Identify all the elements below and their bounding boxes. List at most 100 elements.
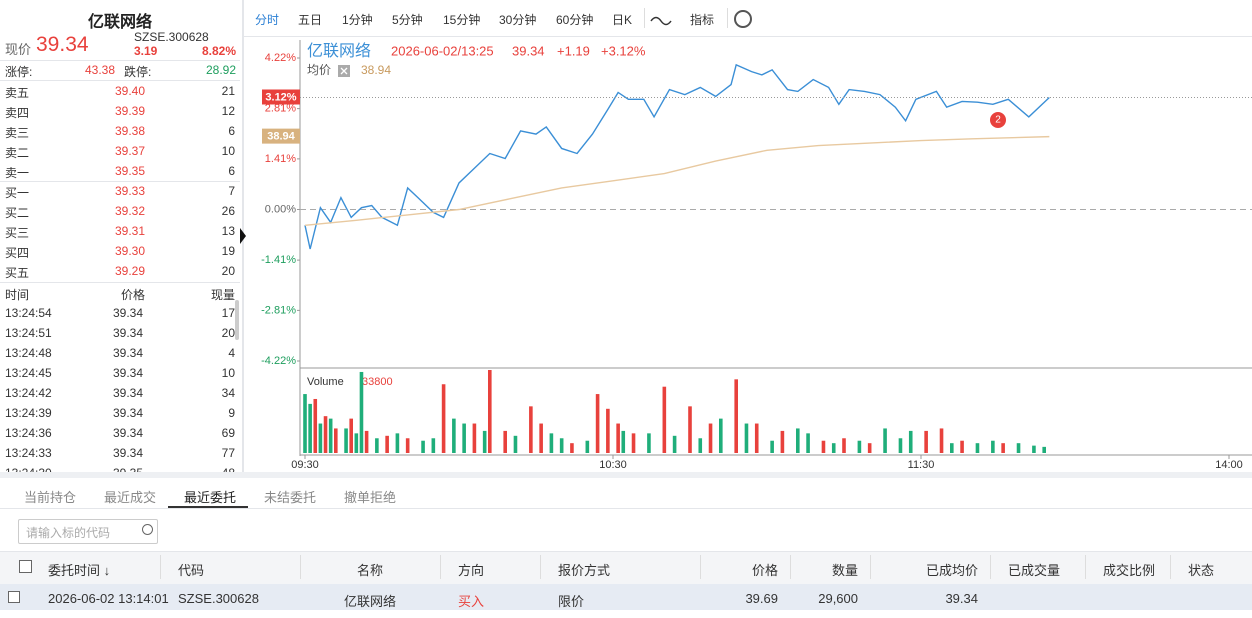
separator <box>727 8 728 28</box>
volume-bar <box>344 428 348 453</box>
tab[interactable]: 最近成交 <box>104 490 157 505</box>
period-tab[interactable]: 60分钟 <box>556 13 594 27</box>
volume-bar <box>647 433 651 453</box>
trade-cell: 39.34 <box>113 326 144 340</box>
trade-cell: 13:24:45 <box>5 366 52 380</box>
divider <box>0 60 240 61</box>
volume-bar <box>328 418 333 453</box>
volume-bar <box>960 440 964 453</box>
volume-bar <box>939 428 944 453</box>
wave-icon <box>650 16 672 26</box>
volume-bar <box>359 371 364 453</box>
price-tag-text: 3.12% <box>265 91 296 103</box>
volume-bar <box>431 438 436 453</box>
code: SZSE.300628 <box>134 30 209 44</box>
volume-bar <box>385 435 389 453</box>
volume-bar <box>308 403 312 453</box>
volume-bar <box>452 418 456 453</box>
volume-bar <box>354 433 359 453</box>
divider <box>0 181 240 182</box>
y-tick-label: -2.81% <box>261 304 296 316</box>
y-tick-label: 1.41% <box>265 153 296 165</box>
y-tick-label: 4.22% <box>265 52 296 64</box>
volume-bar <box>421 440 425 453</box>
volume-bar <box>462 423 466 453</box>
volume-bar <box>395 433 400 453</box>
volume-bar <box>719 418 723 453</box>
table-header <box>0 551 1252 584</box>
change: 3.19 <box>134 44 158 58</box>
trade-cell: 13:24:30 <box>5 466 52 472</box>
tab[interactable]: 当前持仓 <box>24 490 77 505</box>
volume-bar <box>405 438 410 453</box>
book-volume: 26 <box>221 204 235 218</box>
book-price: 39.37 <box>114 144 145 158</box>
indicator[interactable]: 指标 <box>690 13 715 27</box>
checkbox[interactable] <box>8 591 20 603</box>
quote-change_pct: +3.12% <box>601 43 646 58</box>
book-volume: 6 <box>228 124 235 138</box>
volume-bar <box>796 428 800 453</box>
book-price: 39.40 <box>114 84 145 98</box>
price-line <box>304 63 1050 250</box>
trade-cell: 48 <box>222 466 235 472</box>
settings-icon[interactable] <box>734 10 752 28</box>
book-price: 39.39 <box>114 104 145 118</box>
volume-bar <box>631 433 636 453</box>
volume-bar <box>549 433 554 453</box>
table-row <box>0 584 1252 610</box>
book-price: 39.29 <box>114 264 145 278</box>
column-header: 数量 <box>831 563 858 578</box>
tab[interactable]: 最近委托 <box>184 490 237 505</box>
tab[interactable]: 未结委托 <box>264 490 317 505</box>
volume-bar <box>821 440 826 453</box>
search-box[interactable] <box>18 519 158 544</box>
collapse-arrow[interactable] <box>240 228 246 244</box>
period-tab[interactable]: 五日 <box>298 13 323 27</box>
book-volume: 20 <box>221 264 235 278</box>
period-tab[interactable]: 分时 <box>255 13 280 27</box>
volume-bar <box>734 379 738 453</box>
tab[interactable]: 撤单拒绝 <box>344 490 397 505</box>
divider <box>0 282 240 283</box>
quote-last: 39.34 <box>512 43 545 58</box>
volume-bar <box>349 418 353 453</box>
column-header: 价格 <box>751 563 778 578</box>
volume-label: Volume <box>307 376 344 388</box>
column-divider <box>1085 555 1086 579</box>
volume-max: 33800 <box>362 376 393 388</box>
volume-bar <box>991 440 995 453</box>
volume-bar <box>513 435 518 453</box>
volume-bar <box>482 430 487 453</box>
volume-bar <box>770 440 774 453</box>
volume-bar <box>950 443 954 453</box>
limit-down: 28.92 <box>205 63 236 77</box>
trade-cell: 39.34 <box>113 386 144 400</box>
trade-cell: 13:24:42 <box>5 386 52 400</box>
volume-bar <box>616 423 620 453</box>
y-tick-label: -4.22% <box>261 355 296 367</box>
scrollbar <box>235 300 239 340</box>
period-tab[interactable]: 30分钟 <box>499 13 537 27</box>
checkbox[interactable] <box>19 560 32 573</box>
period-tab[interactable]: 5分钟 <box>392 13 423 27</box>
table-cell: 29,600 <box>818 591 858 606</box>
column-header: 成交比例 <box>1103 563 1156 578</box>
volume-bar <box>924 430 928 453</box>
trade-cell: 10 <box>221 366 235 380</box>
column-header: 方向 <box>458 563 485 578</box>
book-volume: 19 <box>221 244 235 258</box>
x-tick-label: 11:30 <box>908 459 935 471</box>
trade-cell: 39.34 <box>113 426 144 440</box>
volume-bar <box>883 428 887 453</box>
volume-bar <box>570 443 574 453</box>
column-header: 已成均价 <box>925 563 978 578</box>
book-price: 39.32 <box>114 204 145 218</box>
x-tick-label: 10:30 <box>599 459 627 471</box>
table-cell: 限价 <box>558 594 585 609</box>
book-price: 39.35 <box>114 164 145 178</box>
period-tab[interactable]: 1分钟 <box>342 13 373 27</box>
period-tab[interactable]: 15分钟 <box>443 13 481 27</box>
period-tab[interactable]: 日K <box>612 13 633 27</box>
